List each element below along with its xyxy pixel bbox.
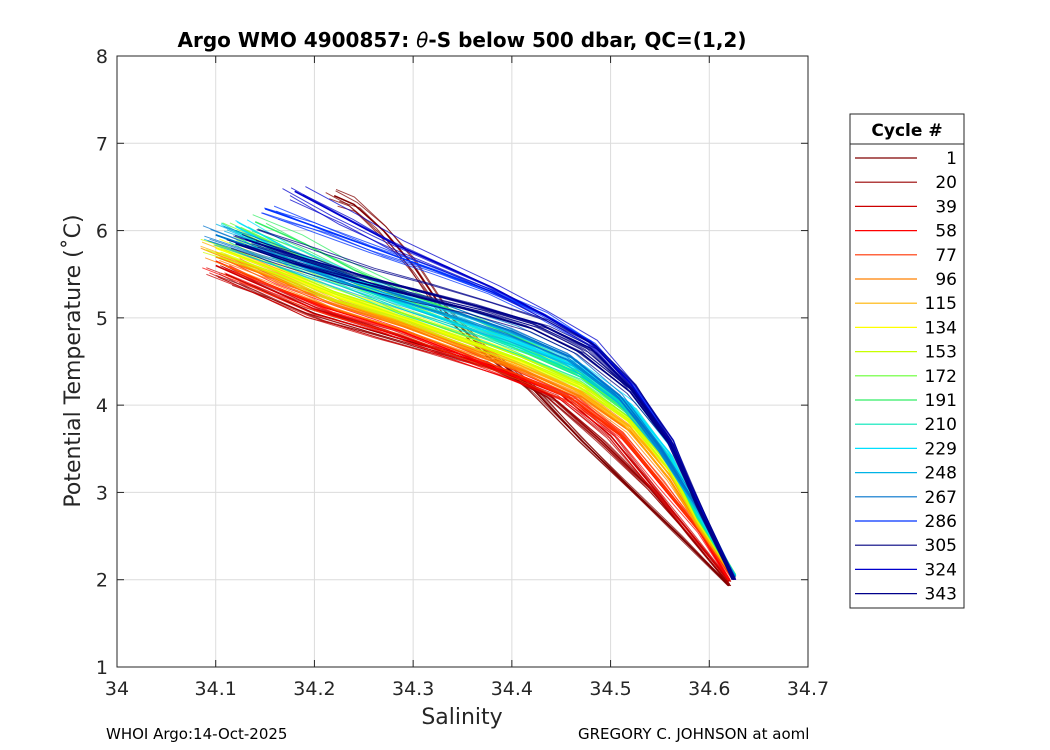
legend-label: 134 bbox=[925, 318, 957, 338]
legend-entry-324: 324 bbox=[855, 560, 957, 580]
y-tick-label: 8 bbox=[96, 46, 108, 68]
y-tick-label: 6 bbox=[96, 221, 108, 243]
legend-label: 1 bbox=[946, 149, 957, 169]
y-tick-label: 7 bbox=[96, 133, 108, 155]
legend-label: 305 bbox=[925, 536, 957, 556]
x-tick-label: 34.4 bbox=[491, 678, 533, 700]
plot-frame bbox=[116, 55, 809, 668]
legend-entry-58: 58 bbox=[855, 222, 957, 242]
series-cast-line bbox=[256, 229, 737, 580]
legend-entry-96: 96 bbox=[855, 270, 957, 290]
legend-entry-305: 305 bbox=[855, 536, 957, 556]
legend-entry-115: 115 bbox=[855, 294, 957, 314]
y-axis-label: Potential Temperature (˚C) bbox=[61, 214, 86, 507]
legend-entry-343: 343 bbox=[855, 585, 957, 605]
series-line bbox=[225, 264, 735, 581]
legend-label: 324 bbox=[925, 560, 957, 580]
series-cast-line bbox=[203, 238, 736, 577]
footer-right: GREGORY C. JOHNSON at aoml bbox=[578, 725, 810, 743]
legend-entry-153: 153 bbox=[855, 343, 957, 363]
legend: Cycle # 1 20 39 58 77 96 115 134 153 172 191 210 229… bbox=[849, 113, 965, 609]
legend-label: 77 bbox=[935, 246, 957, 266]
legend-label: 343 bbox=[925, 585, 957, 605]
legend-entry-248: 248 bbox=[855, 464, 957, 484]
y-tick-label: 2 bbox=[96, 570, 108, 592]
series-cast-line bbox=[209, 272, 731, 582]
series-line bbox=[245, 238, 735, 581]
series-line bbox=[215, 256, 735, 579]
legend-label: 210 bbox=[925, 415, 957, 435]
y-tick-label: 4 bbox=[96, 395, 108, 417]
legend-entry-39: 39 bbox=[855, 197, 957, 217]
x-tick-label: 34 bbox=[105, 678, 129, 700]
legend-label: 248 bbox=[925, 464, 957, 484]
chart-title: Argo WMO 4900857: θ-S below 500 dbar, QC… bbox=[178, 28, 747, 52]
legend-label: 229 bbox=[925, 439, 957, 459]
legend-entry-267: 267 bbox=[855, 488, 957, 508]
legend-entry-20: 20 bbox=[855, 173, 957, 193]
footer-left: WHOI Argo:14-Oct-2025 bbox=[106, 725, 288, 743]
legend-entry-191: 191 bbox=[855, 391, 957, 411]
legend-label: 20 bbox=[935, 173, 957, 193]
legend-label: 96 bbox=[935, 270, 957, 290]
series-cast-line bbox=[202, 267, 729, 580]
legend-label: 39 bbox=[935, 197, 957, 217]
legend-label: 153 bbox=[925, 343, 957, 363]
legend-label: 267 bbox=[925, 488, 957, 508]
x-tick-label: 34.1 bbox=[195, 678, 237, 700]
legend-box bbox=[849, 113, 965, 609]
legend-entry-286: 286 bbox=[855, 512, 957, 532]
y-tick-label: 1 bbox=[96, 657, 108, 679]
legend-entry-134: 134 bbox=[855, 318, 957, 338]
legend-entry-229: 229 bbox=[855, 439, 957, 459]
legend-label: 191 bbox=[925, 391, 957, 411]
x-tick-label: 34.6 bbox=[688, 678, 730, 700]
series-cast-line bbox=[207, 240, 734, 578]
legend-label: 58 bbox=[935, 222, 957, 242]
x-axis-label: Salinity bbox=[421, 705, 502, 730]
y-tick-label: 3 bbox=[96, 482, 108, 504]
series-cast-line bbox=[335, 188, 731, 587]
legend-entry-1: 1 bbox=[855, 149, 957, 169]
legend-entries: 1 20 39 58 77 96 115 134 153 172 191 210 229 248 267 28… bbox=[855, 149, 957, 605]
x-tick-label: 34.3 bbox=[392, 678, 434, 700]
legend-label: 115 bbox=[925, 294, 957, 314]
series-343 bbox=[233, 229, 737, 581]
legend-title: Cycle # bbox=[871, 121, 942, 141]
legend-entry-210: 210 bbox=[855, 415, 957, 435]
legend-entry-77: 77 bbox=[855, 246, 957, 266]
x-tick-label: 34.7 bbox=[787, 678, 829, 700]
series-layer bbox=[200, 186, 737, 587]
legend-entry-172: 172 bbox=[855, 367, 957, 387]
legend-label: 172 bbox=[925, 367, 957, 387]
series-cast-line bbox=[204, 257, 734, 579]
x-tick-label: 34.5 bbox=[589, 678, 631, 700]
legend-label: 286 bbox=[925, 512, 957, 532]
x-tick-label: 34.2 bbox=[293, 678, 335, 700]
y-tick-label: 5 bbox=[96, 308, 108, 330]
